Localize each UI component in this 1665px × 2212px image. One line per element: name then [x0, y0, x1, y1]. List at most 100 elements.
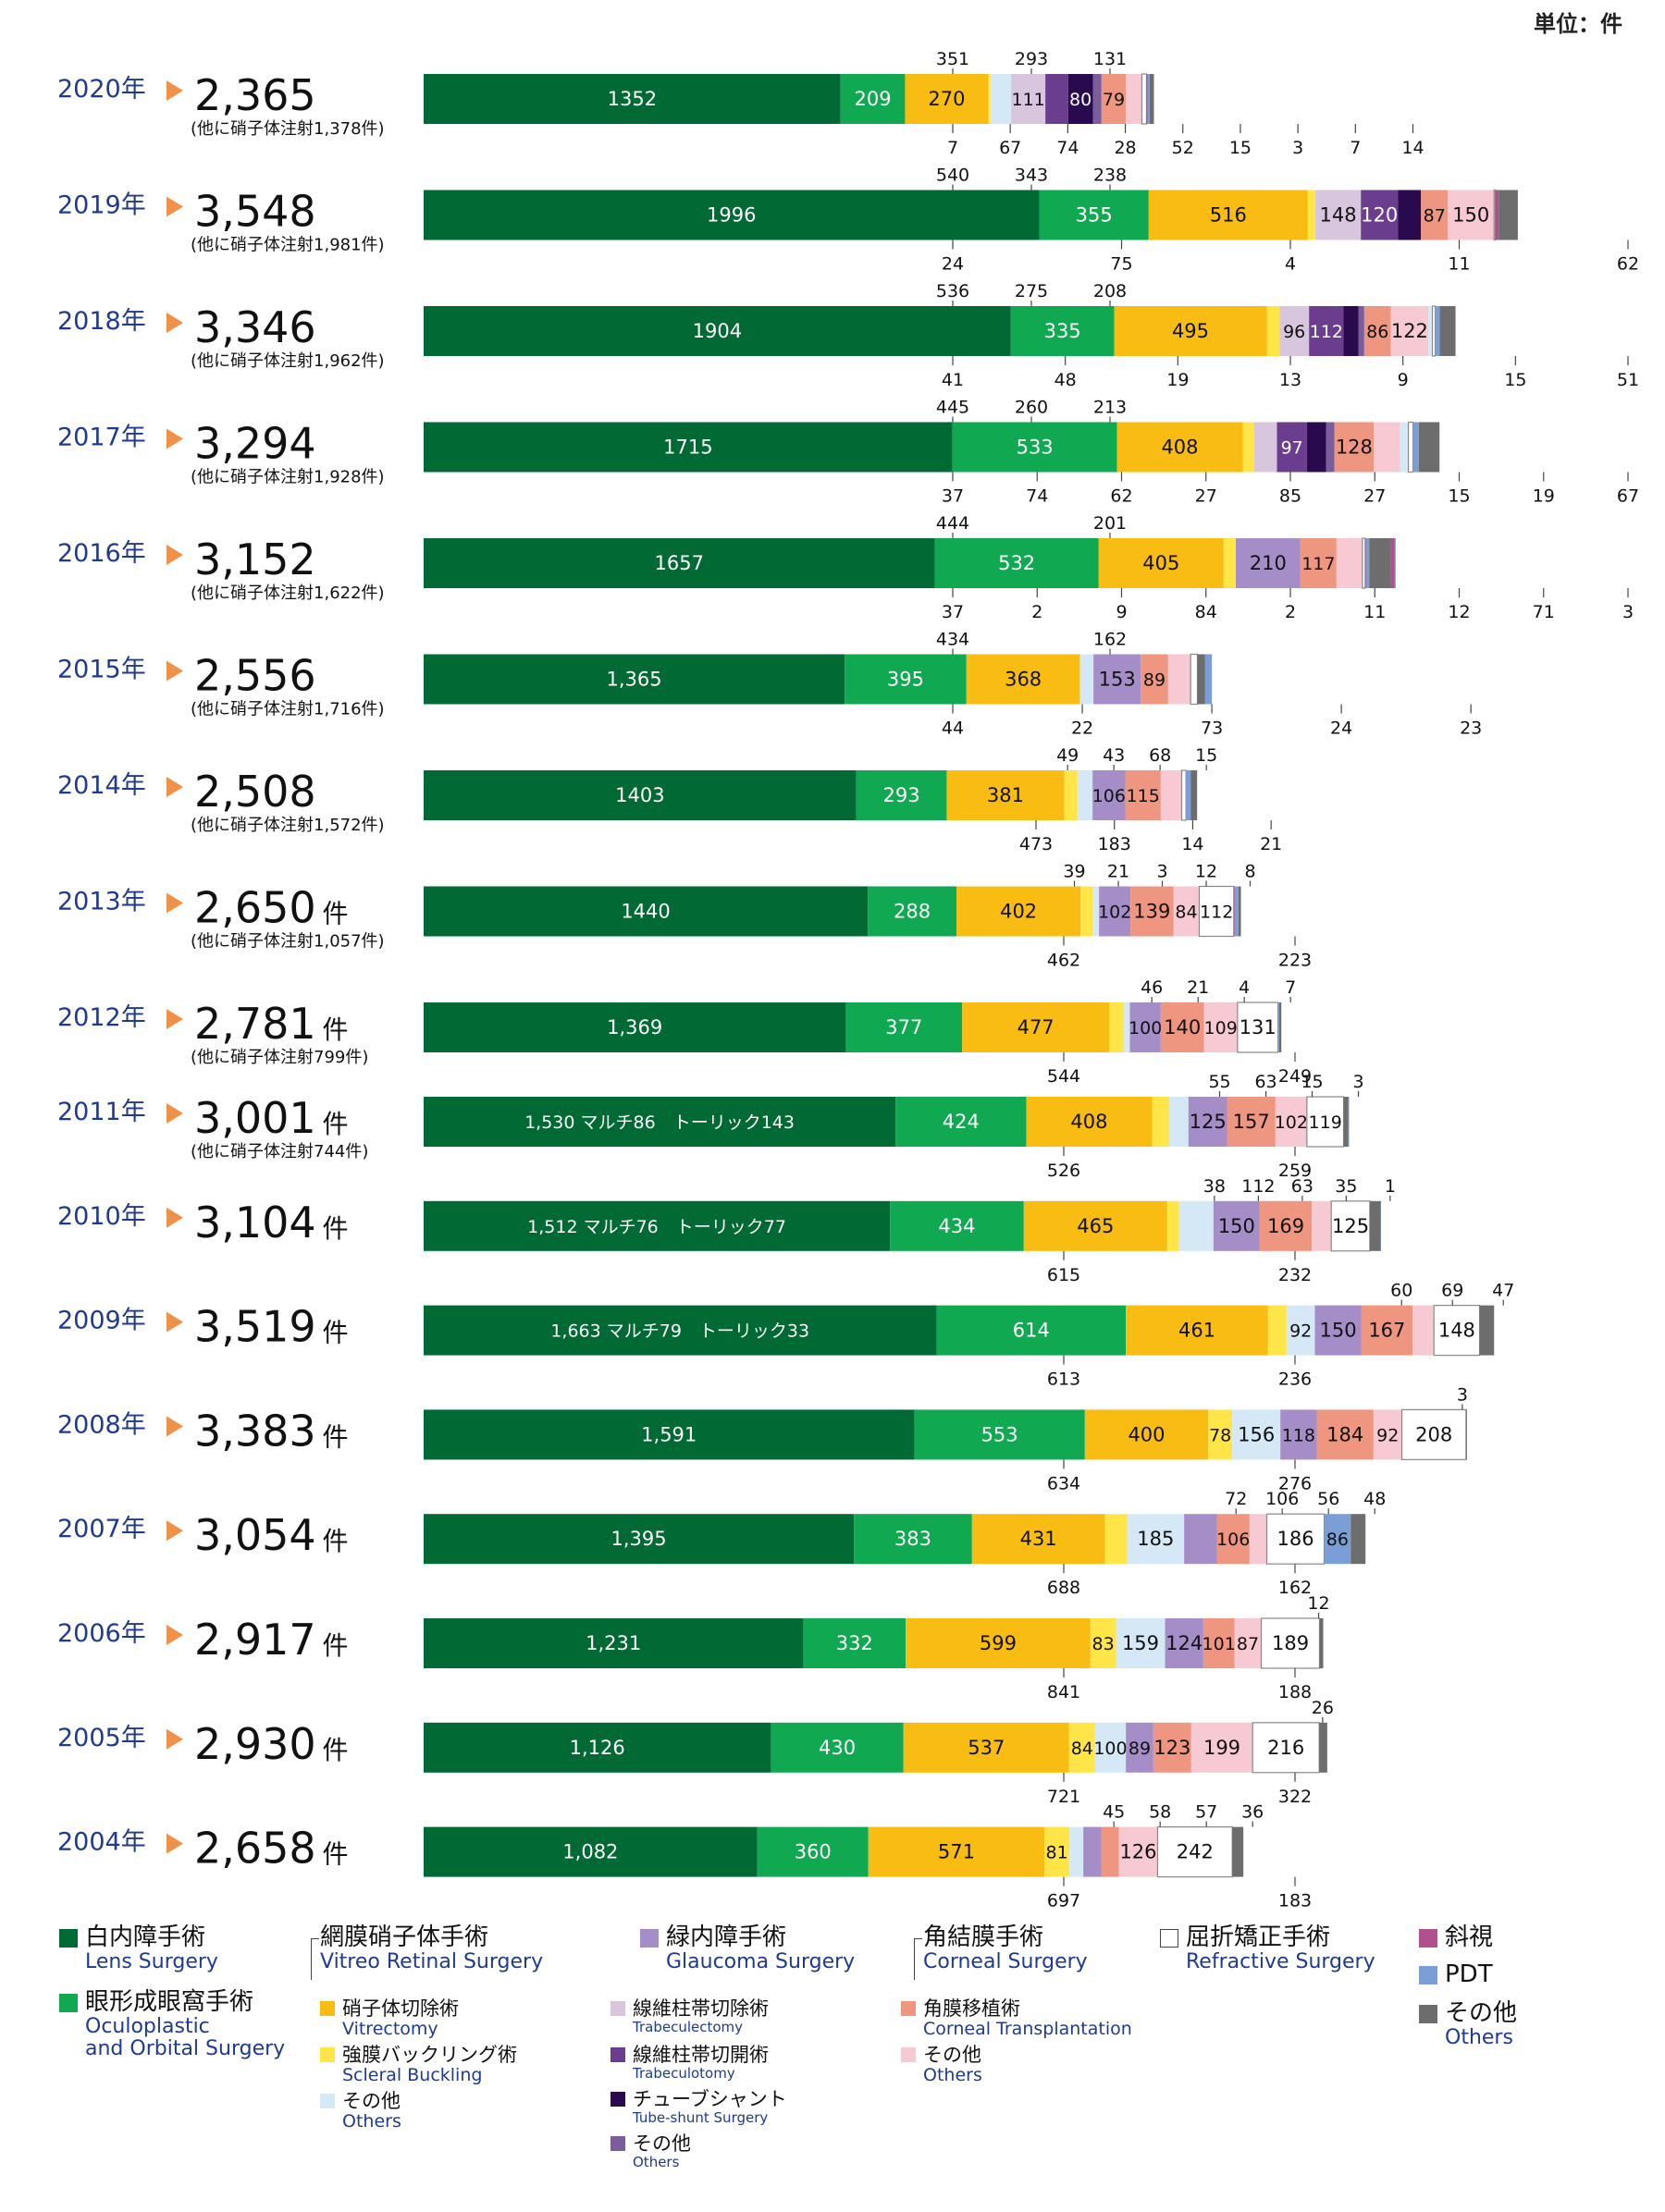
arrow-icon	[166, 1833, 183, 1854]
callout-bottom-label: 3	[1622, 602, 1634, 622]
legend-glaucoma: 緑内障手術 Glaucoma Surgery	[640, 1923, 855, 1973]
bar-value-label: 87	[1424, 206, 1446, 227]
bar-segment-vitrectomy	[1148, 190, 1308, 240]
bar-value-label: 402	[1000, 901, 1037, 923]
bar-segment-others	[1369, 1200, 1381, 1251]
bar-value-label: 1,663 マルチ79 トーリック33	[550, 1321, 809, 1342]
bar-value-label: 1,512 マルチ76 トーリック77	[527, 1217, 786, 1237]
callout-bottom-label: 259	[1278, 1161, 1312, 1181]
bar-segment-oculoplastic	[854, 1514, 972, 1565]
bar-segment-pdt	[1324, 1514, 1351, 1565]
bar-segment-lens	[424, 1618, 804, 1668]
bar-segment-vitrectomy	[906, 1618, 1091, 1668]
bar-value-label: 115	[1127, 786, 1160, 806]
bar-value-label: 599	[980, 1632, 1017, 1654]
callout-top-label: 112	[1241, 1176, 1275, 1197]
bar-value-label: 125	[1190, 1111, 1227, 1133]
callout-top-label: 536	[936, 281, 969, 301]
bar-segment-oculoplastic	[936, 1305, 1127, 1356]
bar-segment-corneal-others	[1234, 1618, 1262, 1668]
swatch-trabeculectomy	[610, 2001, 625, 2016]
swatch-scleral	[320, 2047, 335, 2062]
bar-segment-vr-others	[1232, 1409, 1281, 1460]
bar-segment-scleral	[1307, 190, 1315, 240]
callout-bottom-label: 688	[1047, 1578, 1080, 1598]
bar-segment-corneal-others	[1249, 1514, 1267, 1565]
arrow-icon	[166, 1416, 183, 1437]
year-label: 2005年	[57, 1724, 146, 1752]
bar-segment-oculoplastic	[890, 1200, 1024, 1251]
legend-oculoplastic: 眼形成眼窩手術 Oculoplastic and Orbital Surgery	[59, 1988, 285, 2060]
callout-bottom-label: 27	[1363, 486, 1386, 507]
bar-segment-corneal-others	[1190, 1722, 1253, 1773]
year-label: 2016年	[57, 539, 146, 568]
year-label: 2020年	[57, 75, 146, 104]
bar-value-label: 383	[894, 1528, 931, 1550]
bar-segment-lens	[424, 538, 935, 588]
legend-scleral-jp: 強膜バックリング術	[342, 2044, 517, 2066]
bar-segment-oculoplastic	[845, 1002, 963, 1052]
bar-segment-others	[1319, 1722, 1327, 1773]
legend-vitreo-en: Vitreo Retinal Surgery	[320, 1950, 544, 1973]
bar-segment-corneal-others	[1126, 74, 1142, 124]
swatch-others	[1419, 2005, 1437, 2023]
callout-top-label: 208	[1093, 281, 1127, 301]
bar-segment-strabismus	[1146, 74, 1148, 124]
bar-segment-glaucoma	[1314, 1305, 1362, 1356]
callout-top-label: 35	[1335, 1176, 1357, 1197]
bar-value-label: 1440	[621, 901, 670, 923]
callout-bottom-label: 67	[999, 138, 1021, 158]
callout-bottom-label: 11	[1363, 602, 1386, 622]
bar-segment-corneal-transplant	[1361, 1305, 1413, 1356]
callout-bottom-label: 41	[942, 370, 964, 390]
bar-value-label: 100	[1128, 1018, 1162, 1038]
bar-value-label: 100	[1093, 1739, 1127, 1759]
bar-segment-pdt	[1186, 770, 1191, 820]
bar-value-label: 210	[1250, 552, 1287, 574]
callout-bottom-label: 85	[1279, 486, 1301, 507]
bar-segment-others	[1498, 190, 1518, 240]
legend-corneal-transplant-en: Corneal Transplantation	[923, 2019, 1132, 2039]
bar-segment-tube-shunt	[1306, 422, 1326, 473]
bar-value-label: 335	[1044, 320, 1081, 342]
bar-value-label: 431	[1020, 1528, 1057, 1550]
bar-value-label: 186	[1276, 1528, 1314, 1550]
callout-top-label: 63	[1254, 1072, 1276, 1092]
bar-segment-refractive	[1237, 1002, 1279, 1053]
callout-bottom-label: 2	[1285, 602, 1296, 622]
swatch-lens	[59, 1929, 78, 1948]
arrow-icon	[166, 660, 183, 682]
bar-value-label: 477	[1018, 1016, 1054, 1038]
bar-segment-vitrectomy	[905, 74, 989, 124]
bar-value-label: 80	[1069, 90, 1092, 110]
bar-segment-vr-others	[1092, 886, 1100, 937]
callout-top-label: 260	[1015, 398, 1048, 418]
bar-segment-scleral	[1152, 1097, 1169, 1147]
bar-segment-vr-others	[1127, 1514, 1185, 1565]
callout-bottom-label: 473	[1019, 834, 1053, 854]
swatch-refractive	[1160, 1929, 1178, 1948]
legend-lens-en: Lens Surgery	[85, 1950, 218, 1973]
bar-segment-vitrectomy	[1114, 306, 1267, 356]
callout-top-label: 49	[1056, 745, 1079, 766]
callout-bottom-label: 13	[1279, 370, 1301, 390]
total-count: 2,508	[194, 767, 316, 817]
callout-top-label: 48	[1363, 1489, 1386, 1509]
swatch-oculoplastic	[59, 1994, 78, 2012]
callout-top-label: 60	[1390, 1281, 1412, 1301]
bar-value-label: 1,395	[610, 1528, 666, 1550]
bar-segment-vr-others	[1168, 1097, 1189, 1147]
total-count: 3,346	[194, 302, 316, 352]
bar-segment-vr-others	[1178, 1200, 1214, 1251]
bar-segment-refractive	[1252, 1722, 1320, 1774]
bar-value-label: 405	[1142, 552, 1179, 574]
callout-bottom-label: 51	[1617, 370, 1639, 390]
injection-note: (他に硝子体注射1,378件)	[191, 119, 385, 139]
bar-value-label: 614	[1013, 1320, 1050, 1342]
callout-top-label: 213	[1093, 398, 1127, 418]
bar-segment-oculoplastic	[895, 1097, 1027, 1147]
callout-top-label: 15	[1301, 1072, 1323, 1092]
callout-bottom-label: 24	[1330, 719, 1352, 739]
bar-segment-others	[1479, 1305, 1495, 1356]
callout-bottom-label: 15	[1229, 138, 1252, 158]
